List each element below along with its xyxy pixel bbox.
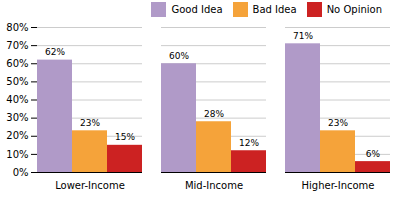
svg-text:28%: 28% bbox=[204, 109, 224, 119]
svg-text:62%: 62% bbox=[45, 47, 65, 57]
svg-text:23%: 23% bbox=[80, 118, 100, 128]
html-text:Bad Idea: Bad Idea bbox=[252, 4, 297, 15]
svg-text:Higher-Income: Higher-Income bbox=[301, 180, 374, 191]
svg-text:6%: 6% bbox=[366, 149, 381, 159]
svg-text:70%: 70% bbox=[6, 40, 28, 51]
svg-text:40%: 40% bbox=[6, 94, 28, 105]
svg-text:60%: 60% bbox=[6, 58, 28, 69]
svg-text:80%: 80% bbox=[6, 22, 28, 33]
svg-text:0%: 0% bbox=[13, 167, 29, 178]
svg-text:15%: 15% bbox=[115, 132, 135, 142]
svg-text:23%: 23% bbox=[328, 118, 348, 128]
svg-text:20%: 20% bbox=[6, 130, 28, 141]
html-text:Good Idea: Good Idea bbox=[171, 4, 223, 15]
svg-text:Mid-Income: Mid-Income bbox=[185, 180, 243, 191]
html-text:No Opinion: No Opinion bbox=[326, 4, 382, 15]
svg-text:Lower-Income: Lower-Income bbox=[55, 180, 125, 191]
svg-text:30%: 30% bbox=[6, 112, 28, 123]
svg-text:60%: 60% bbox=[169, 51, 189, 61]
svg-text:71%: 71% bbox=[293, 31, 313, 41]
svg-text:10%: 10% bbox=[6, 149, 28, 160]
svg-text:12%: 12% bbox=[239, 138, 259, 148]
svg-text:50%: 50% bbox=[6, 76, 28, 87]
